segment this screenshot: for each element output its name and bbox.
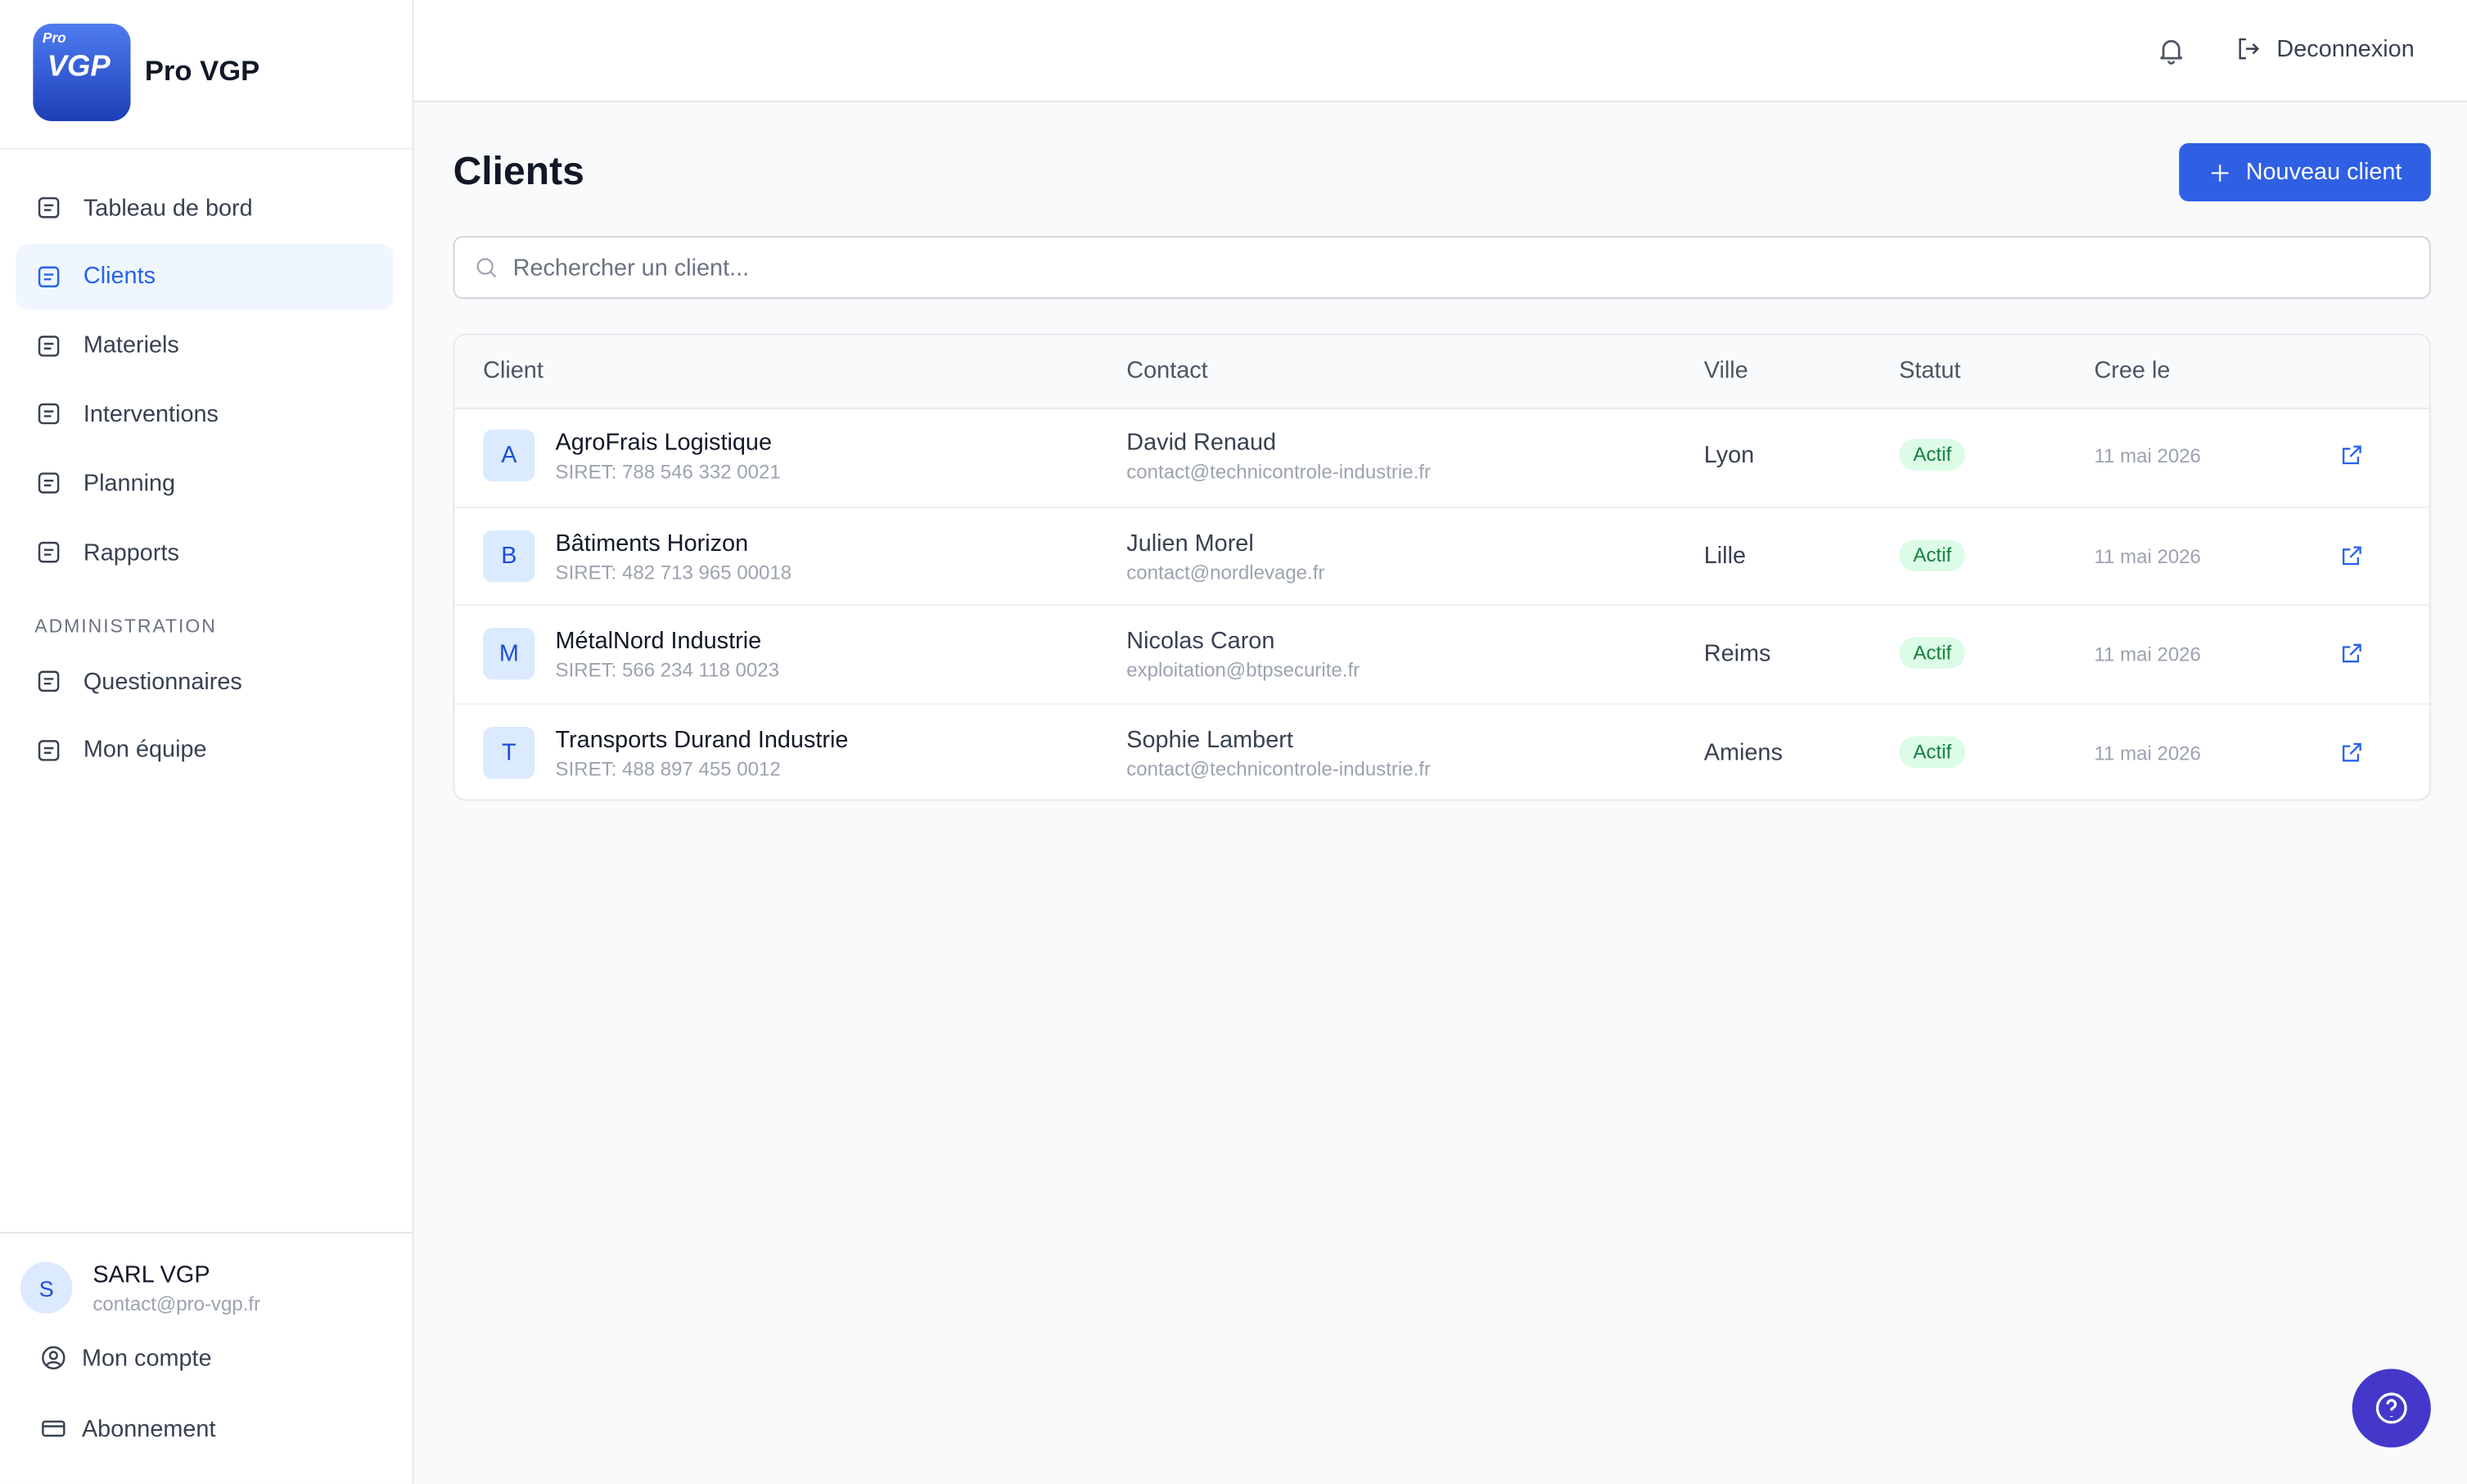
status-badge: Actif bbox=[1899, 637, 1966, 669]
client-siret: SIRET: 788 546 332 0021 bbox=[555, 461, 781, 484]
nav-item[interactable]: Materiels bbox=[16, 313, 393, 379]
client-siret: SIRET: 566 234 118 0023 bbox=[555, 659, 779, 682]
divider bbox=[0, 147, 413, 150]
created-date: 11 mai 2026 bbox=[2094, 444, 2201, 467]
button-text[interactable]: Nouveau client bbox=[2245, 159, 2402, 186]
contact-email: contact@nordlevage.fr bbox=[1126, 561, 1325, 584]
search[interactable]: Rechercher un client... bbox=[453, 236, 2431, 300]
logout[interactable]: Deconnexion bbox=[2235, 34, 2415, 63]
open-link[interactable] bbox=[2338, 738, 2365, 765]
city: Lyon bbox=[1703, 442, 1755, 469]
notifications[interactable] bbox=[2155, 34, 2186, 65]
table-row[interactable]: A AgroFrais Logistique SIRET: 788 546 332 … bbox=[455, 408, 2429, 505]
nav-item[interactable]: Mon équipe bbox=[16, 717, 393, 783]
client-name[interactable]: MétalNord Industrie bbox=[555, 627, 762, 655]
contact-name: Julien Morel bbox=[1126, 529, 1254, 557]
help-button[interactable] bbox=[2352, 1369, 2431, 1448]
section-label: ADMINISTRATION bbox=[34, 615, 217, 638]
created-date: 11 mai 2026 bbox=[2094, 643, 2201, 666]
logout-text[interactable]: Deconnexion bbox=[2276, 35, 2415, 62]
contact-email: contact@technicontrole-industrie.fr bbox=[1126, 757, 1431, 780]
open-link[interactable] bbox=[2338, 640, 2365, 667]
nav-label[interactable]: Rapports bbox=[83, 539, 179, 566]
contact-name: Nicolas Caron bbox=[1126, 627, 1275, 655]
clients-table: Client Contact Ville Statut Cree le A AgroFrai… bbox=[453, 333, 2431, 801]
search-placeholder[interactable]: Rechercher un client... bbox=[512, 254, 750, 282]
nav-item[interactable]: Tableau de bord bbox=[16, 174, 393, 241]
column-header: Statut bbox=[1899, 357, 1961, 385]
nav-item[interactable]: Questionnaires bbox=[16, 648, 393, 715]
city: Amiens bbox=[1703, 738, 1783, 766]
divider bbox=[0, 1232, 413, 1234]
contact-name: David Renaud bbox=[1126, 429, 1277, 457]
client-initial: T bbox=[483, 726, 535, 778]
client-siret: SIRET: 482 713 965 00018 bbox=[555, 561, 792, 584]
created-date: 11 mai 2026 bbox=[2094, 742, 2201, 765]
table-row[interactable]: B Bâtiments Horizon SIRET: 482 713 965 000… bbox=[454, 505, 2429, 605]
logo-main: VGP bbox=[47, 50, 110, 83]
nav-item[interactable]: Planning bbox=[16, 450, 393, 516]
status-badge: Actif bbox=[1899, 439, 1966, 471]
nav-label[interactable]: Mon équipe bbox=[83, 737, 207, 764]
logo: Pro VGP bbox=[33, 23, 131, 122]
client-siret: SIRET: 488 897 455 0012 bbox=[555, 757, 781, 780]
contact-email: contact@technicontrole-industrie.fr bbox=[1126, 461, 1431, 484]
table-header bbox=[454, 335, 2429, 409]
client-initial: M bbox=[483, 627, 535, 680]
account-email: contact@pro-vgp.fr bbox=[92, 1293, 261, 1315]
nav-item[interactable]: Clients bbox=[16, 243, 394, 310]
column-header: Cree le bbox=[2094, 357, 2171, 385]
client-initial: B bbox=[483, 529, 535, 582]
contact-email: exploitation@btpsecurite.fr bbox=[1126, 659, 1360, 682]
nav-item[interactable]: Rapports bbox=[16, 519, 393, 585]
nav-label[interactable]: Clients bbox=[83, 263, 156, 291]
nav-label[interactable]: Interventions bbox=[83, 400, 219, 428]
status-badge: Actif bbox=[1899, 539, 1966, 571]
table-row[interactable]: M MétalNord Industrie SIRET: 566 234 118 0… bbox=[454, 604, 2429, 703]
city: Lille bbox=[1703, 542, 1747, 569]
contact-name: Sophie Lambert bbox=[1126, 726, 1293, 753]
open-link[interactable] bbox=[2338, 442, 2365, 469]
city: Reims bbox=[1703, 640, 1771, 668]
client-name[interactable]: AgroFrais Logistique bbox=[555, 429, 772, 457]
client-name[interactable]: Transports Durand Industrie bbox=[555, 726, 849, 753]
nav-label[interactable]: Questionnaires bbox=[83, 667, 242, 695]
client-name[interactable]: Bâtiments Horizon bbox=[555, 529, 749, 557]
client-initial: A bbox=[483, 429, 535, 482]
sidebar: Pro VGP Pro VGP ADMINISTRATION S SARL VG… bbox=[0, 0, 414, 1484]
nav-item[interactable]: Interventions bbox=[16, 381, 393, 448]
column-header: Contact bbox=[1126, 357, 1208, 385]
account-name: SARL VGP bbox=[92, 1261, 210, 1289]
account-link[interactable]: Abonnement bbox=[39, 1414, 215, 1443]
created-date: 11 mai 2026 bbox=[2094, 545, 2201, 567]
page-title: Clients bbox=[453, 149, 584, 194]
open-link[interactable] bbox=[2338, 542, 2365, 569]
column-header: Ville bbox=[1703, 357, 1748, 385]
link-text[interactable]: Mon compte bbox=[81, 1344, 212, 1372]
nav-label[interactable]: Materiels bbox=[83, 332, 179, 359]
logo-small: Pro bbox=[42, 29, 66, 46]
account-link[interactable]: Mon compte bbox=[39, 1344, 212, 1373]
new-client-button[interactable]: Nouveau client bbox=[2179, 142, 2431, 202]
link-text[interactable]: Abonnement bbox=[81, 1415, 216, 1442]
column-header: Client bbox=[483, 357, 543, 385]
nav-label[interactable]: Planning bbox=[83, 470, 176, 497]
brand: Pro VGP bbox=[144, 55, 260, 87]
topbar: Deconnexion bbox=[413, 0, 2467, 102]
status-badge: Actif bbox=[1899, 735, 1966, 768]
avatar: S bbox=[20, 1261, 73, 1315]
table-row[interactable]: T Transports Durand Industrie SIRET: 488 8… bbox=[454, 702, 2429, 799]
nav-label[interactable]: Tableau de bord bbox=[83, 194, 253, 222]
